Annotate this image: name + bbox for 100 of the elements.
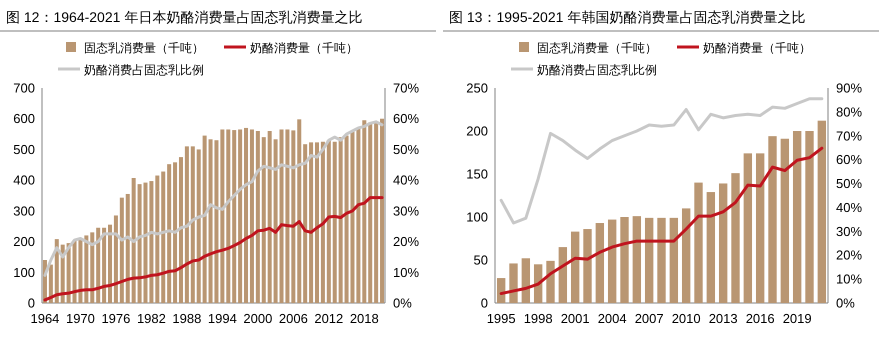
legend-label: 奶酪消费量（千吨） [703,41,811,55]
bar [496,278,506,303]
legend-label: 奶酪消费占固态乳比例 [84,63,204,77]
x-tick-label: 1988 [172,311,202,326]
y-tick-label: 700 [13,80,35,96]
x-tick-label: 2013 [708,311,738,326]
bar [620,217,629,303]
bar [114,215,118,303]
bar [208,139,213,303]
y2-tick-label: 10% [836,272,862,287]
bar [596,223,604,303]
y2-tick-label: 20% [836,248,862,263]
bar [632,216,642,303]
y2-tick-label: 0% [393,296,412,310]
chart-title: 图 12：1964-2021 年日本奶酪消费量占固态乳消费量之比 [6,9,362,25]
y2-tick-label: 20% [393,234,420,250]
bar [558,247,568,303]
bar [344,136,349,303]
bar [202,136,207,303]
y-tick-label: 100 [13,264,35,280]
bar [178,157,183,303]
bar [78,238,82,303]
bar [718,183,728,303]
x-tick-label: 1982 [136,311,166,326]
bar [143,182,148,303]
x-tick-label: 1970 [66,311,95,326]
legend-label: 奶酪消费占固态乳比例 [537,63,657,77]
bar [657,218,666,303]
bar [173,162,178,303]
y2-tick-label: 70% [836,128,862,144]
bar [314,142,319,303]
y2-tick-label: 40% [393,172,420,188]
legend-label: 固态乳消费量（千吨） [84,41,204,55]
bar [670,218,678,303]
x-tick-label: 1998 [524,311,553,326]
bar [534,264,542,303]
y-tick-label: 200 [13,234,35,250]
y-tick-label: 200 [466,124,488,138]
bar [214,140,218,303]
bar [608,220,616,303]
y2-tick-label: 50% [836,176,862,192]
bar [309,142,314,303]
bar [149,181,154,303]
x-tick-label: 2018 [350,311,379,326]
y2-tick-label: 90% [836,80,862,96]
bar [184,146,189,303]
x-tick-label: 1995 [486,311,516,326]
y-tick-label: 600 [13,111,35,126]
bar [72,240,77,303]
chart-title: 图 13：1995-2021 年韩国奶酪消费量占固态乳消费量之比 [449,9,806,25]
y-tick-label: 400 [13,172,35,188]
bar [320,142,325,303]
legend-label: 奶酪消费量（千吨） [250,41,358,55]
x-tick-label: 2000 [243,311,272,326]
y2-tick-label: 30% [836,224,862,239]
x-tick-label: 2019 [782,311,812,326]
y2-tick-label: 0% [836,296,856,310]
y2-tick-label: 10% [393,264,420,280]
bar [350,131,354,303]
y2-tick-label: 60% [393,111,420,126]
bar [338,137,343,303]
bar [256,131,260,303]
bar [731,173,740,303]
bar [744,153,752,303]
x-tick-label: 2006 [278,311,308,326]
bar [780,138,790,303]
x-tick-label: 2004 [598,311,627,326]
bar [818,120,826,303]
bar [706,192,716,303]
bar [522,258,530,303]
x-tick-label: 1964 [30,311,60,326]
y2-tick-label: 80% [836,104,862,120]
x-tick-label: 2010 [672,311,701,326]
bar [805,131,814,303]
x-tick-label: 2001 [560,311,590,326]
bar [274,139,278,303]
bar [285,129,290,303]
bar [583,229,592,303]
bar [280,129,284,303]
y-tick-label: 0 [28,296,35,310]
line-series [43,120,384,277]
y2-tick-label: 60% [836,152,862,168]
bar [238,129,242,303]
y2-tick-label: 70% [393,80,420,96]
y2-tick-label: 40% [836,200,862,215]
bar [792,131,802,303]
bar [756,153,764,303]
bar [220,129,224,303]
bar [380,118,384,303]
bar [138,184,142,303]
bar [84,235,88,303]
bar [108,224,112,303]
y-tick-label: 500 [13,142,35,157]
y-tick-label: 0 [480,296,488,310]
x-tick-label: 2016 [746,311,775,326]
legend-label: 固态乳消费量（千吨） [537,41,657,55]
bar [250,129,254,303]
y2-tick-label: 30% [393,203,420,218]
bar [167,164,172,303]
bar [694,182,703,303]
